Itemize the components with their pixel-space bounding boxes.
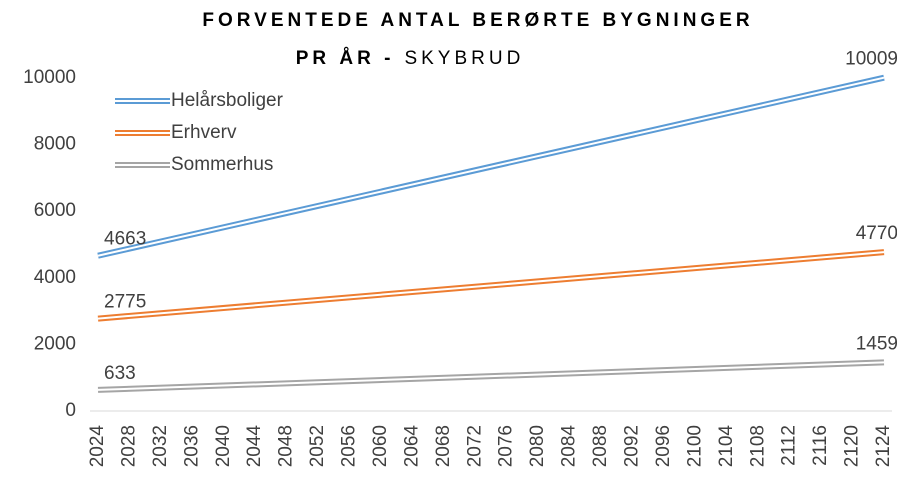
legend-label: Helårsboliger (171, 90, 284, 111)
y-tick-label: 6000 (34, 200, 76, 221)
x-tick-label: 2048 (276, 425, 297, 467)
x-tick-label: 2028 (118, 425, 139, 467)
chart-title-regular: SKYBRUD (404, 48, 524, 69)
data-label: 2775 (104, 292, 146, 313)
x-tick-label: 2104 (716, 425, 737, 468)
x-tick-label: 2068 (433, 425, 454, 467)
y-tick-label: 0 (65, 400, 76, 421)
series-line-inner (97, 251, 885, 320)
data-label: 4663 (104, 229, 146, 250)
chart-title: FORVENTEDE ANTAL BERØRTE BYGNINGER (202, 10, 753, 31)
x-tick-label: 2096 (653, 425, 674, 467)
series-line-inner (97, 76, 885, 257)
x-tick-label: 2088 (590, 425, 611, 467)
x-tick-label: 2052 (307, 425, 328, 467)
x-tick-label: 2064 (401, 425, 422, 468)
x-tick-label: 2024 (87, 425, 108, 468)
x-tick-label: 2120 (842, 425, 863, 467)
x-tick-label: 2040 (213, 425, 234, 467)
x-tick-label: 2108 (747, 425, 768, 467)
x-tick-label: 2112 (779, 425, 800, 466)
y-tick-label: 2000 (34, 333, 76, 354)
x-tick-label: 2076 (496, 425, 517, 467)
x-tick-label: 2060 (370, 425, 391, 467)
x-tick-label: 2124 (873, 425, 894, 468)
x-tick-label: 2072 (464, 425, 485, 467)
x-tick-label: 2036 (181, 425, 202, 467)
x-tick-label: 2044 (244, 425, 265, 468)
x-tick-label: 2080 (527, 425, 548, 467)
x-tick-label: 2092 (621, 425, 642, 467)
data-label: 4770 (856, 223, 897, 244)
legend-label: Sommerhus (171, 154, 273, 175)
chart-title-bold: PR ÅR - (296, 48, 395, 69)
data-label: 10009 (845, 49, 897, 70)
x-tick-label: 2116 (810, 425, 831, 466)
x-tick-label: 2056 (339, 425, 360, 467)
y-tick-label: 4000 (34, 267, 76, 288)
x-tick-label: 2084 (559, 425, 580, 468)
y-tick-label: 10000 (23, 67, 76, 88)
data-label: 633 (104, 363, 136, 384)
series-line-inner (97, 361, 885, 391)
data-label: 1459 (856, 333, 897, 354)
y-tick-label: 8000 (34, 134, 76, 155)
x-tick-label: 2100 (684, 425, 705, 467)
x-tick-label: 2032 (150, 425, 171, 467)
legend-label: Erhverv (171, 122, 237, 143)
chart-title: PR ÅR - SKYBRUD (296, 48, 525, 69)
